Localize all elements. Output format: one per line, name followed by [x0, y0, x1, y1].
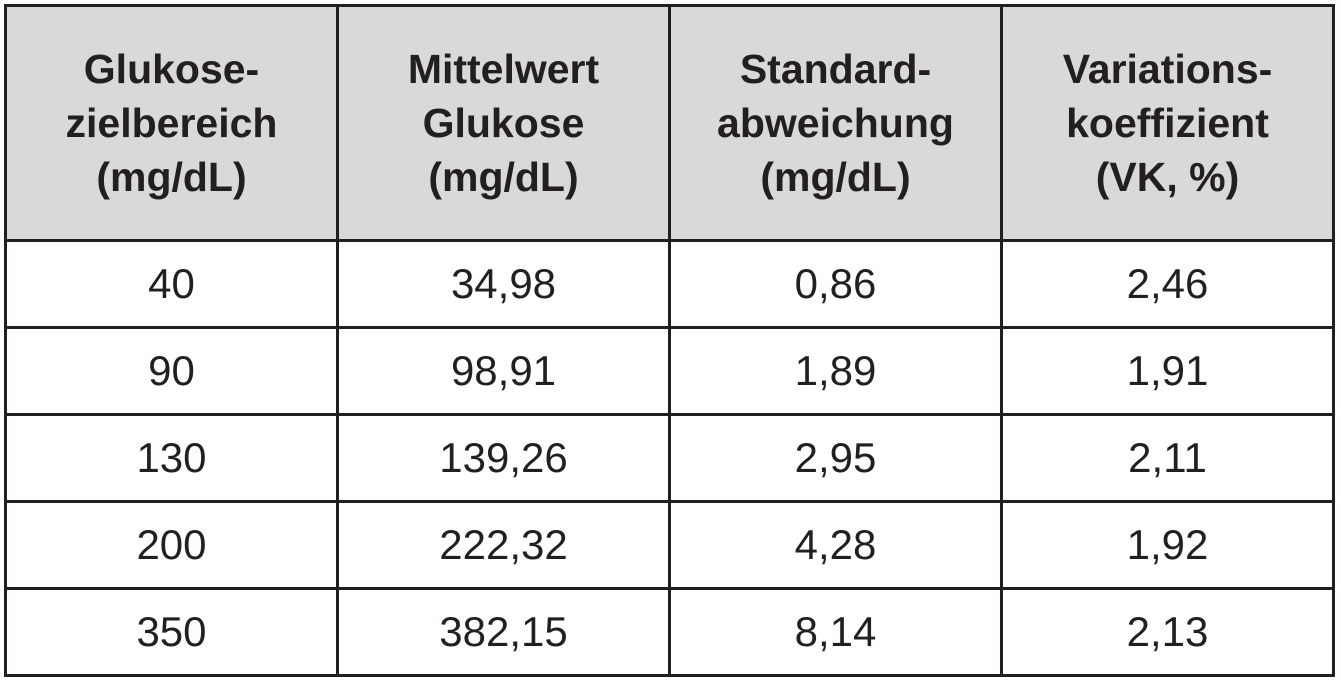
table-cell: 382,15	[336, 587, 671, 677]
table-cell: 222,32	[336, 500, 671, 590]
table-cell: 2,95	[668, 413, 1003, 503]
table-wrapper: Glukose- zielbereich (mg/dL) Mittelwert G…	[4, 4, 1335, 677]
table-cell: 350	[4, 587, 339, 677]
table-cell: 2,13	[1000, 587, 1335, 677]
table-cell: 1,92	[1000, 500, 1335, 590]
table-cell: 8,14	[668, 587, 1003, 677]
table-cell: 98,91	[336, 326, 671, 416]
table-row: 130 139,26 2,95 2,11	[4, 413, 1335, 503]
header-cell: Variations- koeffizient (VK, %)	[1000, 4, 1335, 242]
data-table: Glukose- zielbereich (mg/dL) Mittelwert G…	[4, 4, 1335, 677]
table-cell: 0,86	[668, 239, 1003, 329]
table-cell: 200	[4, 500, 339, 590]
table-cell: 4,28	[668, 500, 1003, 590]
table-cell: 34,98	[336, 239, 671, 329]
table-head: Glukose- zielbereich (mg/dL) Mittelwert G…	[4, 4, 1335, 242]
table-cell: 1,89	[668, 326, 1003, 416]
table-row: 90 98,91 1,89 1,91	[4, 326, 1335, 416]
header-row: Glukose- zielbereich (mg/dL) Mittelwert G…	[4, 4, 1335, 242]
header-cell: Standard- abweichung (mg/dL)	[668, 4, 1003, 242]
table-cell: 1,91	[1000, 326, 1335, 416]
table-cell: 139,26	[336, 413, 671, 503]
table-body: 40 34,98 0,86 2,46 90 98,91 1,89 1,91 130 139,26 2…	[4, 239, 1335, 677]
table-cell: 2,11	[1000, 413, 1335, 503]
table-cell: 130	[4, 413, 339, 503]
table-cell: 40	[4, 239, 339, 329]
table-row: 200 222,32 4,28 1,92	[4, 500, 1335, 590]
table-cell: 2,46	[1000, 239, 1335, 329]
table-cell: 90	[4, 326, 339, 416]
header-cell: Glukose- zielbereich (mg/dL)	[4, 4, 339, 242]
header-cell: Mittelwert Glukose (mg/dL)	[336, 4, 671, 242]
table-row: 350 382,15 8,14 2,13	[4, 587, 1335, 677]
table-row: 40 34,98 0,86 2,46	[4, 239, 1335, 329]
